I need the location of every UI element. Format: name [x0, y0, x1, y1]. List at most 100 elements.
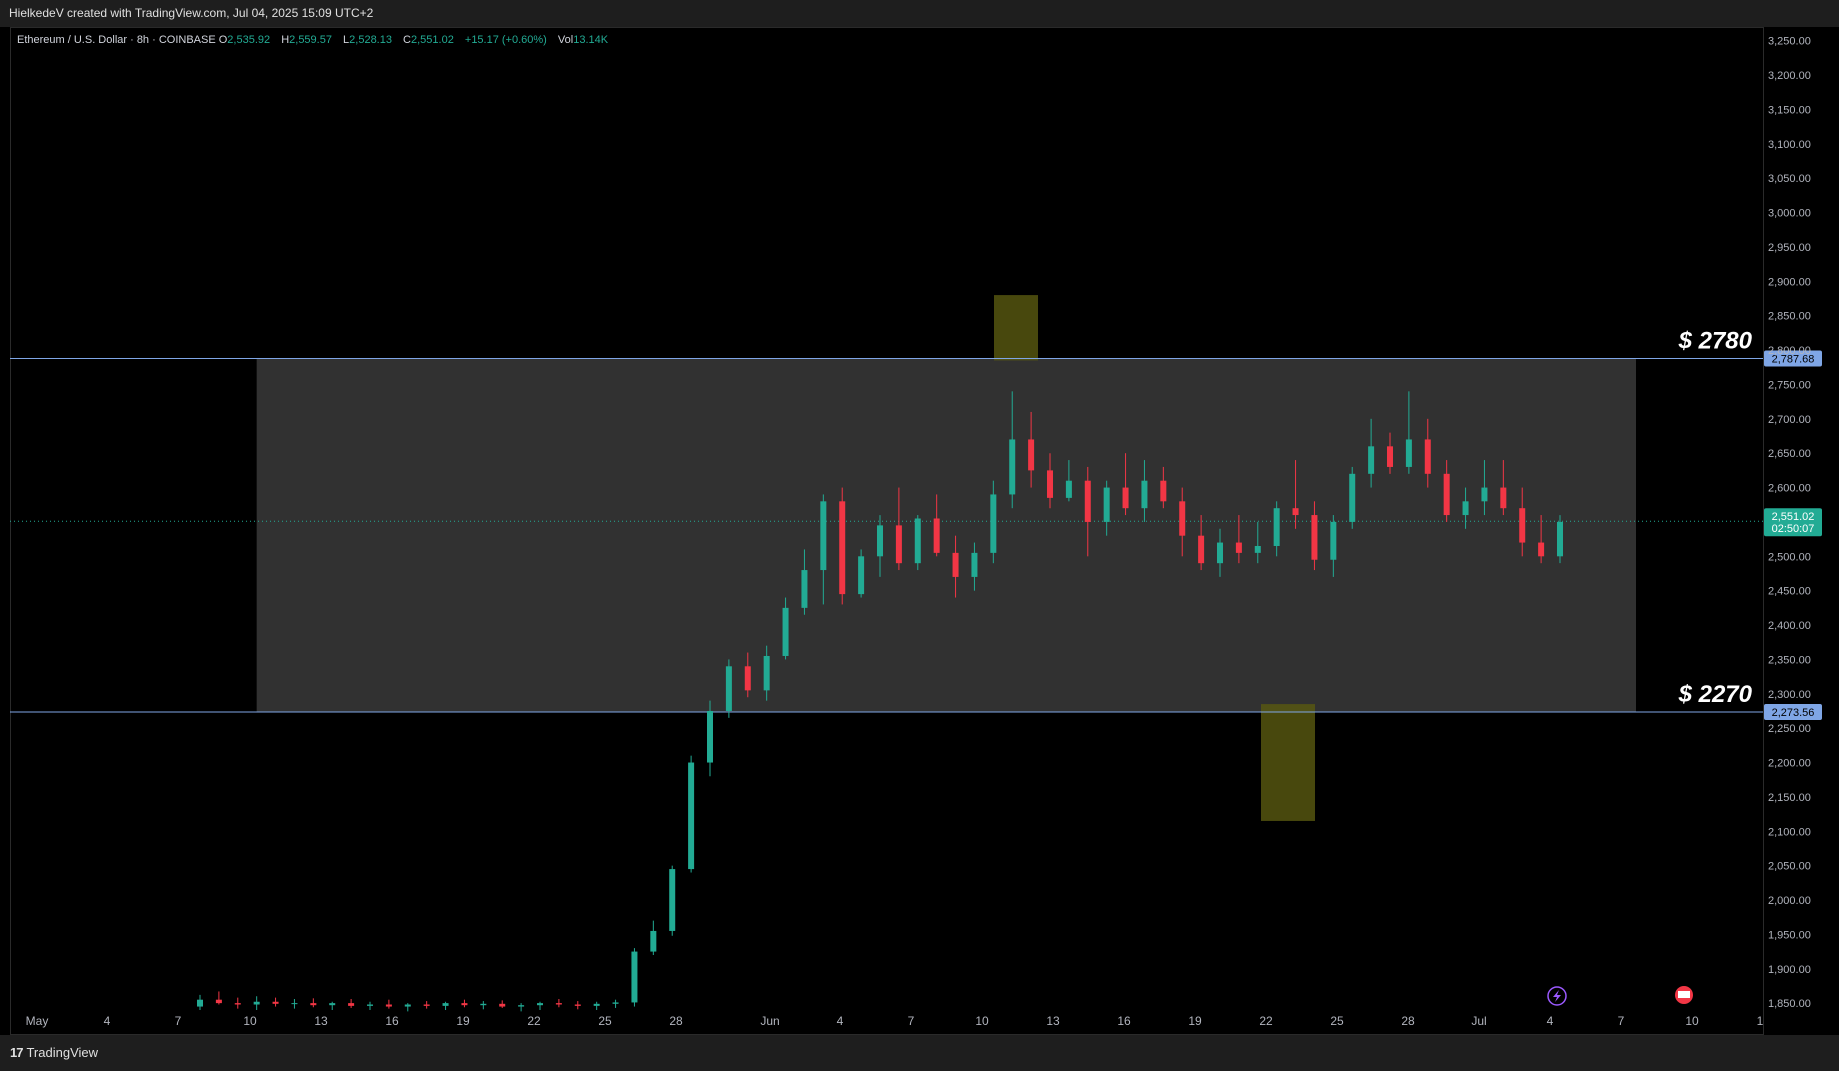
candle-body[interactable]	[1292, 508, 1299, 516]
candle-body[interactable]	[990, 494, 997, 553]
candle-body[interactable]	[858, 556, 865, 595]
candle-body[interactable]	[1065, 480, 1072, 498]
candle-body[interactable]	[1141, 480, 1148, 509]
candle-body[interactable]	[1122, 487, 1129, 509]
candle-body[interactable]	[574, 1004, 581, 1006]
candle-body[interactable]	[537, 1003, 543, 1006]
y-tick-label: 2,400.00	[1768, 620, 1811, 632]
y-tick-label: 1,850.00	[1768, 998, 1811, 1010]
legend-open: 2,535.92	[227, 34, 271, 46]
range-box	[256, 358, 1637, 712]
y-tick-label: 1,900.00	[1768, 964, 1811, 976]
candle-body[interactable]	[1273, 508, 1280, 546]
candle-body[interactable]	[1424, 439, 1431, 474]
y-tick-label: 2,350.00	[1768, 654, 1811, 666]
candle-body[interactable]	[348, 1003, 355, 1006]
x-tick-label: 28	[669, 1014, 683, 1028]
candle-body[interactable]	[612, 1002, 619, 1004]
candle-body[interactable]	[1103, 487, 1110, 522]
candle-body[interactable]	[1009, 439, 1016, 495]
tradingview-brand: TradingView	[26, 1045, 99, 1060]
lightning-icon	[1553, 990, 1561, 1002]
candle-body[interactable]	[461, 1003, 468, 1006]
candle-body[interactable]	[404, 1004, 411, 1007]
candle-body[interactable]	[1198, 535, 1205, 564]
candle-body[interactable]	[197, 999, 203, 1007]
legend-high-label: H	[281, 34, 290, 46]
candle-body[interactable]	[1349, 473, 1356, 522]
candle-body[interactable]	[1235, 542, 1242, 553]
candle-body[interactable]	[480, 1003, 487, 1006]
x-tick-label: Jun	[760, 1014, 779, 1028]
candle-body[interactable]	[744, 666, 751, 691]
candle-body[interactable]	[782, 607, 789, 656]
candle-body[interactable]	[914, 518, 921, 564]
x-tick-label: 19	[1188, 1014, 1202, 1028]
candle-body[interactable]	[1387, 446, 1393, 467]
candle-body[interactable]	[329, 1003, 336, 1006]
candle-body[interactable]	[1481, 487, 1488, 502]
candle-body[interactable]	[234, 1003, 241, 1005]
candle-body[interactable]	[801, 570, 808, 608]
candle-body[interactable]	[877, 525, 883, 557]
candle-body[interactable]	[1084, 480, 1091, 522]
candle-body[interactable]	[1368, 446, 1375, 474]
y-tick-label: 2,500.00	[1768, 551, 1811, 563]
candle-body[interactable]	[1028, 439, 1035, 471]
candle-body[interactable]	[423, 1004, 430, 1006]
candle-body[interactable]	[952, 552, 959, 577]
current-price-tag	[1764, 508, 1822, 537]
candle-body[interactable]	[895, 525, 902, 564]
candle-body[interactable]	[385, 1004, 392, 1007]
candle-body[interactable]	[725, 666, 732, 711]
y-tick-label: 2,800.00	[1768, 345, 1811, 357]
candle-body[interactable]	[688, 762, 695, 870]
x-tick-label: 4	[837, 1014, 844, 1028]
candle-body[interactable]	[650, 930, 657, 952]
candle-body[interactable]	[1254, 545, 1261, 553]
candle-body[interactable]	[593, 1003, 600, 1006]
candle-body[interactable]	[1500, 487, 1507, 509]
candle-body[interactable]	[763, 655, 770, 691]
x-tick-label: May	[26, 1014, 49, 1028]
candle-body[interactable]	[1538, 542, 1545, 557]
candle-body[interactable]	[669, 869, 676, 931]
candle-body[interactable]	[272, 1001, 279, 1004]
candle-body[interactable]	[1557, 521, 1563, 557]
candle-body[interactable]	[707, 710, 713, 763]
candle-body[interactable]	[1217, 542, 1223, 564]
candle-body[interactable]	[1462, 501, 1469, 516]
candle-body[interactable]	[253, 1001, 260, 1005]
events-lightning-icon[interactable]	[1547, 986, 1567, 1006]
candle-body[interactable]	[1519, 508, 1526, 543]
highlight-box	[994, 295, 1038, 361]
candle-body[interactable]	[933, 518, 940, 553]
candle-body[interactable]	[555, 1003, 562, 1005]
candle-body[interactable]	[518, 1005, 525, 1007]
y-tick-label: 2,900.00	[1768, 276, 1811, 288]
candle-body[interactable]	[1311, 515, 1318, 560]
candle-body[interactable]	[442, 1003, 449, 1006]
tradingview-logo[interactable]: 17 TradingView	[10, 1045, 98, 1060]
candle-body[interactable]	[971, 552, 978, 577]
y-tick-label: 2,150.00	[1768, 792, 1811, 804]
candle-body[interactable]	[291, 1003, 298, 1005]
level-price-support: 2,273.56	[1772, 707, 1815, 719]
candle-body[interactable]	[310, 1003, 317, 1006]
candle-body[interactable]	[839, 501, 846, 595]
candle-body[interactable]	[1330, 521, 1337, 560]
candle-body[interactable]	[1405, 439, 1412, 467]
candle-body[interactable]	[499, 1003, 506, 1007]
candle-body[interactable]	[1047, 470, 1053, 498]
candle-body[interactable]	[1160, 480, 1167, 502]
candle-body[interactable]	[820, 501, 827, 571]
candle-body[interactable]	[631, 951, 638, 1003]
x-tick-label: Jul	[1471, 1014, 1486, 1028]
candle-body[interactable]	[1443, 473, 1450, 516]
candle-body[interactable]	[215, 999, 222, 1004]
legend-change: +15.17 (+0.60%)	[464, 34, 547, 46]
candle-body[interactable]	[367, 1004, 373, 1006]
candle-body[interactable]	[1179, 501, 1186, 536]
x-tick-label: 13	[1046, 1014, 1060, 1028]
